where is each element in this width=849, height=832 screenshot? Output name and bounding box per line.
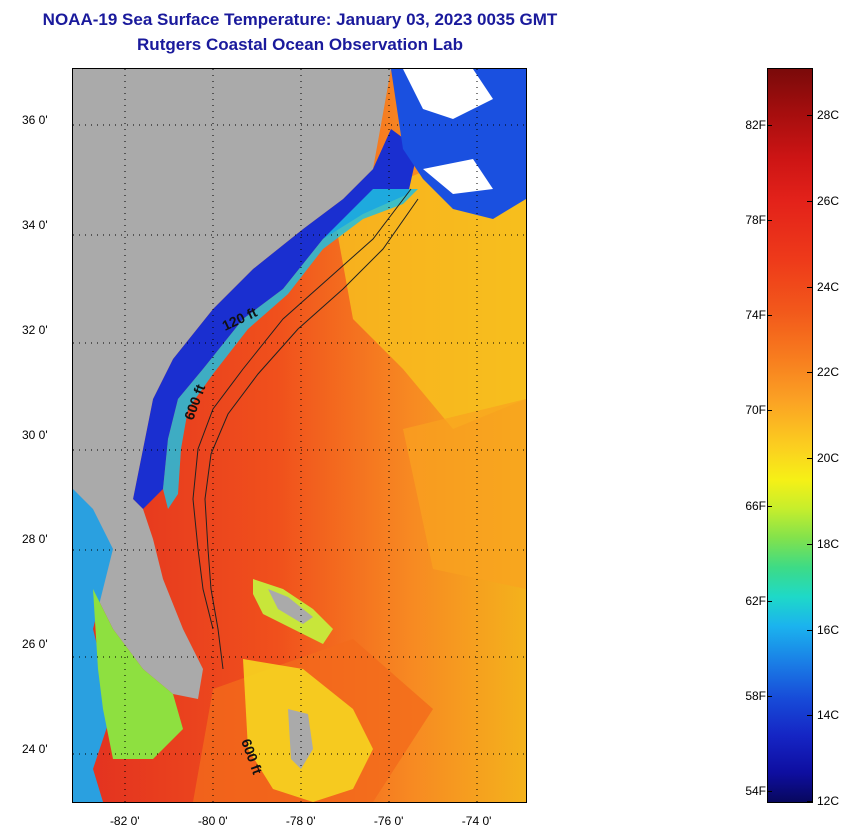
latitude-label: 28 0' — [22, 532, 48, 547]
colorbar-tick — [807, 286, 812, 288]
clouds-northeast — [403, 69, 493, 119]
colorbar-tick — [807, 543, 812, 545]
colorbar-fahrenheit-label: 54F — [745, 784, 766, 799]
colorbar-tick — [807, 115, 812, 117]
colorbar-tick — [767, 124, 772, 126]
colorbar-celsius-label: 12C — [817, 794, 840, 808]
colorbar-celsius-label: 24C — [817, 279, 840, 294]
longitude-label: -80 0' — [197, 814, 228, 828]
colorbar-fahrenheit-label: 82F — [745, 117, 766, 132]
graticule — [73, 69, 526, 802]
chart-subtitle: Rutgers Coastal Ocean Observation Lab — [137, 35, 463, 54]
clouds-northeast-2 — [423, 159, 493, 194]
chart-title: NOAA-19 Sea Surface Temperature: January… — [42, 10, 558, 29]
colorbar-fahrenheit-label: 66F — [745, 498, 766, 513]
latitude-label: 34 0' — [22, 218, 48, 233]
longitude-label: -82 0' — [109, 814, 140, 828]
contour-600ft — [204, 198, 419, 670]
land-mainland — [73, 69, 391, 699]
latitude-label: 26 0' — [22, 636, 48, 651]
colorbar-tick — [807, 372, 812, 374]
colorbar-celsius-label: 26C — [817, 193, 840, 208]
colorbar-fahrenheit-label: 58F — [745, 689, 766, 704]
longitude-label: -74 0' — [461, 814, 492, 828]
sst-map: 120 ft 600 ft 600 ft — [72, 68, 527, 803]
warm-patch-east — [403, 399, 526, 589]
latitude-label: 36 0' — [22, 113, 48, 128]
colorbar-tick — [767, 505, 772, 507]
colorbar-celsius-label: 20C — [817, 451, 840, 466]
gulf-cold-water — [73, 489, 113, 802]
contour-120ft — [192, 188, 412, 630]
contour-label-600ft-south: 600 ft — [238, 737, 266, 777]
colorbar-tick — [767, 410, 772, 412]
colorbar-celsius-label: 18C — [817, 536, 840, 551]
colorbar-tick — [807, 801, 812, 802]
colorbar-tick — [767, 219, 772, 221]
colorbar-tick — [807, 629, 812, 631]
colorbar-tick — [767, 315, 772, 317]
contour-label-120ft: 120 ft — [220, 304, 260, 334]
colorbar-fahrenheit-label: 62F — [745, 593, 766, 608]
longitude-label: -76 0' — [373, 814, 404, 828]
temperature-colorbar — [767, 68, 813, 803]
colorbar-celsius-label: 16C — [817, 622, 840, 637]
colorbar-fahrenheit-label: 70F — [745, 403, 766, 418]
contour-label-layer: 120 ft 600 ft 600 ft — [181, 304, 266, 777]
longitude-label: -78 0' — [285, 814, 316, 828]
bahamas-island-north — [268, 589, 313, 624]
colorbar-tick — [767, 696, 772, 698]
colorbar-tick — [767, 600, 772, 602]
latitude-label: 30 0' — [22, 427, 48, 442]
colorbar-celsius-label: 22C — [817, 365, 840, 380]
contour-label-600ft: 600 ft — [181, 382, 209, 422]
colorbar-fahrenheit-label: 78F — [745, 212, 766, 227]
latitude-label: 32 0' — [22, 322, 48, 337]
sst-map-canvas — [73, 69, 526, 802]
latitude-label: 24 0' — [22, 741, 48, 756]
colorbar-fahrenheit-label: 74F — [745, 308, 766, 323]
gulf-green-water — [93, 589, 183, 759]
bahamas-island-south — [288, 709, 313, 769]
colorbar-celsius-label: 14C — [817, 708, 840, 723]
colorbar-tick — [767, 791, 772, 793]
colorbar-tick — [807, 715, 812, 717]
colorbar-tick — [807, 458, 812, 460]
colorbar-tick — [807, 200, 812, 202]
colorbar-celsius-label: 28C — [817, 108, 840, 123]
